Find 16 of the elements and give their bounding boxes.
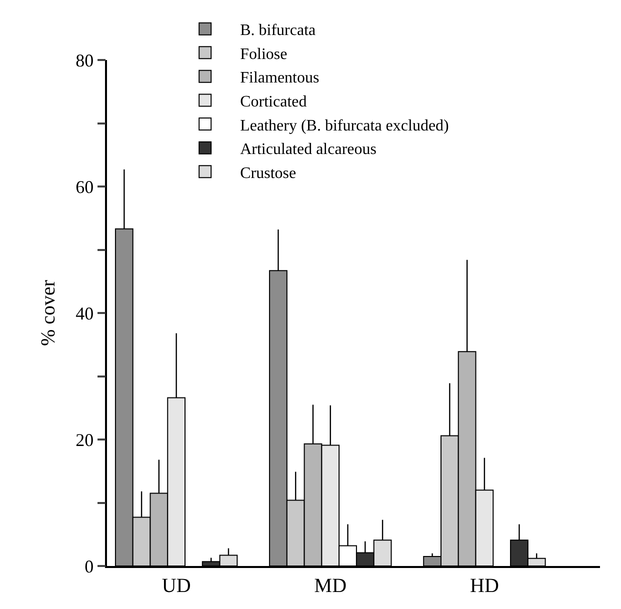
y-tick-label: 60 [76,176,94,197]
x-tick-label: HD [470,574,499,597]
legend-label: B. bifurcata [240,22,316,40]
y-axis-title: % cover [38,280,60,346]
legend-label: Articulated alcareous [240,141,376,158]
y-tick-label: 20 [76,430,94,450]
y-tick-label: 0 [84,556,94,576]
x-tick-label: UD [162,574,191,597]
legend-label: Crustose [240,164,296,182]
legend-label: Filamentous [240,70,320,87]
legend-label: Leathery (B. bifurcata excluded) [240,117,449,134]
y-tick-label: 80 [76,50,94,70]
legend-label: Corticated [240,93,307,110]
y-tick-label: 40 [76,303,94,324]
x-tick-label: MD [314,574,347,597]
legend-label: Foliose [240,46,288,63]
